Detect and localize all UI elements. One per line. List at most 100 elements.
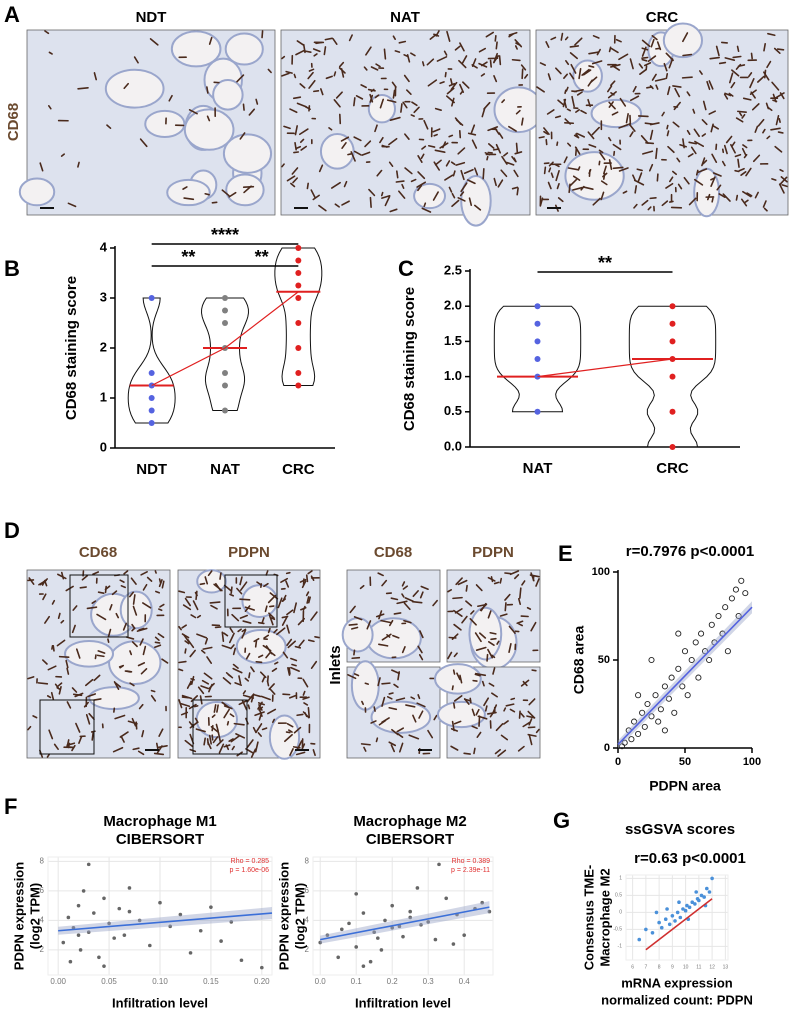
point — [672, 710, 677, 715]
point — [401, 935, 405, 939]
stain — [308, 708, 309, 717]
y-tick-label: 0 — [619, 910, 622, 916]
stain — [520, 711, 521, 718]
x-tick-label: NDT — [136, 461, 167, 478]
point — [688, 906, 692, 910]
plot-frame — [626, 875, 728, 960]
x-tick-label: 0.15 — [203, 977, 219, 986]
stain — [152, 691, 155, 692]
crypt — [414, 184, 445, 208]
point — [679, 916, 683, 920]
y-tick-label: 1 — [100, 389, 107, 404]
chart-title: Macrophage M2 — [353, 813, 466, 830]
point — [295, 383, 301, 389]
median-trend — [538, 359, 673, 377]
stain — [517, 143, 518, 152]
crypt — [494, 87, 542, 132]
point — [698, 631, 703, 636]
panel-label: F — [4, 794, 17, 819]
point — [716, 613, 721, 618]
point — [362, 964, 366, 968]
point — [97, 956, 101, 960]
point — [739, 578, 744, 583]
point — [535, 321, 541, 327]
stain — [282, 616, 287, 617]
point — [295, 370, 301, 376]
point — [82, 889, 86, 893]
crypt — [321, 134, 354, 169]
y-tick-label: 2 — [100, 339, 107, 354]
point — [665, 907, 669, 911]
column-heading: CD68 — [79, 544, 117, 561]
stain — [389, 693, 393, 694]
y-axis-label: (log2 TPM) — [292, 883, 307, 949]
y-axis-label: (log2 TPM) — [27, 883, 42, 949]
stain — [697, 170, 698, 174]
crypt — [109, 641, 160, 684]
y-tick-label: 1.0 — [444, 368, 462, 383]
point — [662, 684, 667, 689]
stain — [491, 60, 492, 67]
stain — [307, 575, 308, 581]
x-axis-label: normalized count: PDPN — [601, 992, 753, 1007]
stain — [454, 703, 455, 708]
stain — [256, 641, 257, 647]
point — [657, 921, 661, 925]
point — [670, 303, 676, 309]
point — [189, 951, 193, 955]
crypt — [352, 661, 379, 709]
stain — [370, 198, 371, 208]
crypt — [213, 80, 242, 110]
point — [340, 927, 344, 931]
stain — [650, 198, 656, 199]
point — [651, 931, 655, 935]
point — [653, 693, 658, 698]
point — [416, 886, 420, 890]
panel-label: A — [4, 2, 20, 27]
crypt — [242, 585, 277, 617]
stain — [78, 88, 88, 89]
stat-label: r=0.7976 p<0.0001 — [626, 543, 754, 560]
violin — [275, 248, 322, 386]
stain — [287, 573, 290, 574]
point — [354, 945, 358, 949]
column-heading: CD68 — [374, 544, 412, 561]
stain — [354, 98, 355, 106]
significance-label: ** — [598, 253, 612, 273]
point — [380, 948, 384, 952]
stain — [127, 671, 132, 672]
point — [671, 914, 675, 918]
y-axis-label: CD68 area — [571, 626, 587, 695]
stat-label: Rho = 0.285 — [231, 858, 269, 865]
stain — [570, 46, 578, 47]
point — [685, 693, 690, 698]
point — [222, 308, 228, 314]
stain — [196, 591, 197, 599]
point — [676, 911, 680, 915]
point — [729, 596, 734, 601]
stain — [656, 149, 657, 159]
point — [655, 911, 659, 915]
crypt — [573, 61, 602, 92]
x-axis-label: mRNA expression — [621, 975, 733, 990]
fit-line — [618, 607, 752, 744]
y-tick-label: 8 — [40, 857, 45, 866]
point — [92, 911, 96, 915]
stain — [610, 47, 611, 51]
stain — [307, 183, 308, 188]
x-tick-label: 0.10 — [152, 977, 168, 986]
point — [696, 675, 701, 680]
point — [77, 933, 81, 937]
stain — [52, 646, 53, 649]
point — [199, 929, 203, 933]
stain — [67, 747, 74, 748]
stat-label: Rho = 0.389 — [452, 858, 490, 865]
y-tick-label: 1 — [619, 876, 622, 882]
point — [87, 863, 91, 867]
stain — [505, 603, 506, 611]
stain — [179, 662, 186, 663]
point — [636, 693, 641, 698]
stain — [545, 167, 546, 173]
point — [128, 886, 132, 890]
